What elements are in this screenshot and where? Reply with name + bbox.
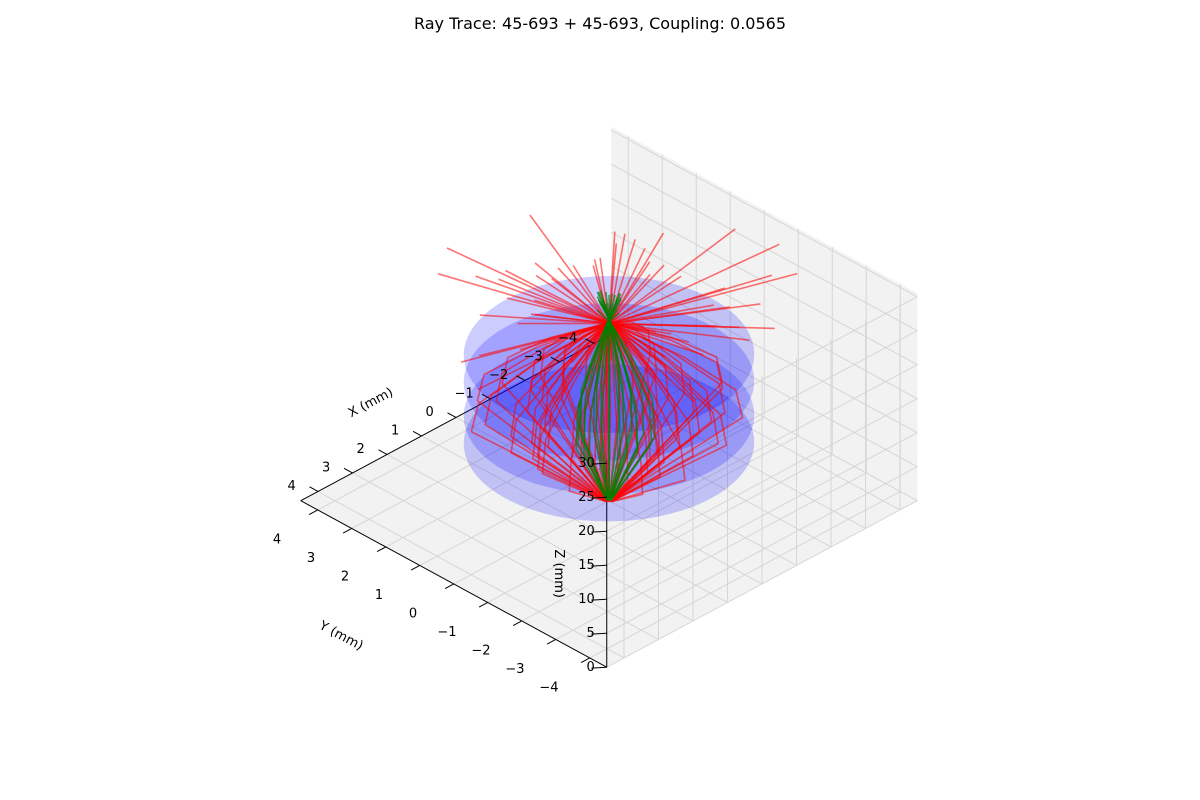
x-tick-mark xyxy=(309,486,319,492)
x-tick-label: 4 xyxy=(288,479,296,494)
z-gridline-right xyxy=(611,299,918,468)
marginal-ray xyxy=(437,273,720,501)
x-tick-mark xyxy=(378,449,388,455)
y-tick-mark xyxy=(512,620,522,627)
z-gridline-left xyxy=(606,500,918,668)
y-tick-label: 0 xyxy=(409,607,417,622)
x-tick-label: −3 xyxy=(524,349,543,364)
z-gridline-right xyxy=(611,129,918,298)
marginal-ray xyxy=(477,321,670,498)
ray-paths xyxy=(437,214,798,503)
y-tick-label: 4 xyxy=(273,533,281,548)
z-gridline-left xyxy=(606,330,918,498)
y-tick-label: 3 xyxy=(307,551,315,566)
z-gridline-left xyxy=(606,466,918,634)
y-tick-mark xyxy=(342,528,352,534)
z-tick-label: 30 xyxy=(578,456,595,471)
x-tick-mark xyxy=(585,338,595,344)
z-gridline-right xyxy=(611,265,918,434)
x-axis-label: X (mm) xyxy=(346,385,396,421)
z-tick-label: 15 xyxy=(578,558,595,573)
x-tick-mark xyxy=(447,412,457,418)
z-tick-mark xyxy=(591,564,607,567)
x-tick-mark xyxy=(550,356,560,363)
marginal-ray xyxy=(484,304,714,500)
x-tick-label: 0 xyxy=(426,405,434,420)
chart-title: Ray Trace: 45-693 + 45-693, Coupling: 0.… xyxy=(414,14,786,33)
x-tick-mark xyxy=(516,375,526,381)
x-tick-label: 1 xyxy=(391,423,399,438)
x-tick-mark xyxy=(343,467,353,474)
z-tick-mark xyxy=(591,530,607,533)
z-tick-mark xyxy=(591,496,607,499)
y-tick-mark xyxy=(376,546,386,553)
x-tick-mark xyxy=(412,430,422,437)
z-tick-label: 5 xyxy=(586,626,594,641)
z-tick-label: 0 xyxy=(586,660,594,675)
z-gridline-right xyxy=(611,231,918,400)
z-gridline-left xyxy=(606,398,918,566)
x-tick-label: −1 xyxy=(455,386,474,401)
marginal-ray xyxy=(460,322,724,499)
y-tick-label: −4 xyxy=(539,681,558,696)
marginal-ray xyxy=(551,277,651,502)
x-tick-label: −4 xyxy=(558,331,577,346)
y-tick-mark xyxy=(410,565,420,571)
marginal-ray xyxy=(475,275,728,501)
z-tick-label: 20 xyxy=(578,524,595,539)
z-tick-mark xyxy=(591,632,607,635)
y-tick-label: 2 xyxy=(341,570,349,585)
marginal-ray xyxy=(572,265,661,503)
y-tick-label: 1 xyxy=(375,588,383,603)
marginal-ray xyxy=(536,228,736,502)
z-tick-mark xyxy=(591,666,607,669)
marginal-ray xyxy=(534,313,744,500)
z-tick-label: 25 xyxy=(578,490,595,505)
y-tick-label: −3 xyxy=(505,662,524,677)
x-tick-label: 2 xyxy=(357,442,365,457)
marginal-ray xyxy=(532,243,780,502)
y-tick-mark xyxy=(546,639,556,645)
z-tick-mark xyxy=(591,598,607,601)
marginal-ray xyxy=(517,322,695,499)
y-tick-mark xyxy=(580,657,590,664)
z-gridline-left xyxy=(606,364,918,532)
x-tick-mark xyxy=(481,393,491,400)
marginal-ray xyxy=(446,247,694,502)
y-axis-label: Y (mm) xyxy=(316,618,366,654)
y-tick-mark xyxy=(444,583,454,590)
z-gridline-right xyxy=(611,163,918,332)
y-tick-label: −2 xyxy=(471,644,490,659)
marginal-ray xyxy=(498,278,681,501)
z-tick-label: 10 xyxy=(578,592,595,607)
y-tick-mark xyxy=(478,602,488,608)
z-gridline-right xyxy=(611,197,918,366)
y-tick-label: −1 xyxy=(437,625,456,640)
x-gridline-floor xyxy=(317,491,625,659)
y-tick-mark xyxy=(308,509,318,516)
marginal-ray xyxy=(479,314,726,500)
z-axis-label: Z (mm) xyxy=(551,549,566,598)
x-tick-label: −2 xyxy=(489,368,508,383)
z-gridline-left xyxy=(606,432,918,600)
x-tick-label: 3 xyxy=(322,460,330,475)
z-tick-mark xyxy=(591,462,607,465)
